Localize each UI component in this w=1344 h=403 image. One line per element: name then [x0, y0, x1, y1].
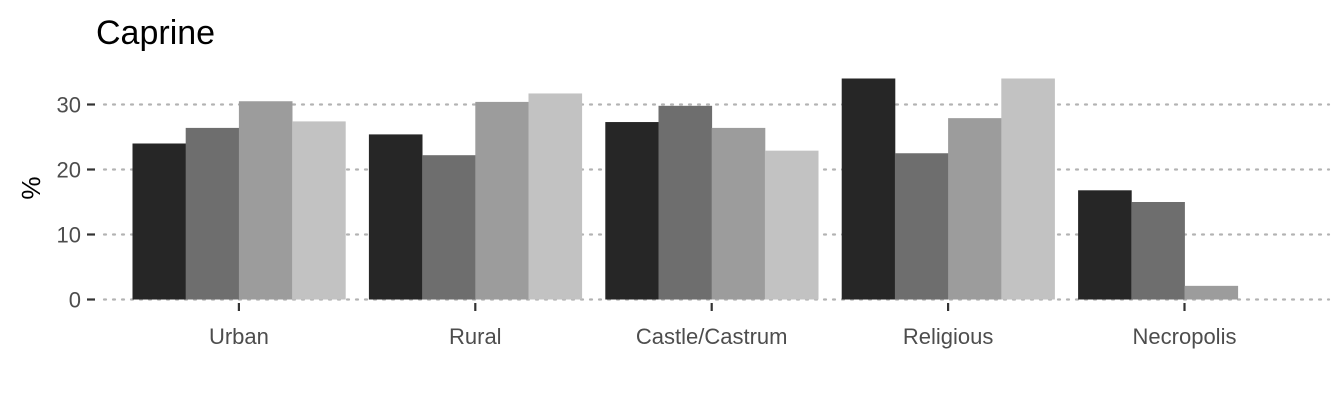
bar-4-0	[1078, 190, 1132, 300]
bar-0-3	[292, 121, 346, 300]
y-tick-label: 30	[57, 93, 81, 118]
x-tick-label: Urban	[209, 324, 269, 349]
bars	[132, 78, 1239, 300]
x-tick-label: Necropolis	[1133, 324, 1237, 349]
bar-2-3	[764, 150, 819, 300]
y-tick-label: 0	[69, 288, 81, 313]
bar-0-2	[238, 101, 293, 300]
bar-4-1	[1131, 202, 1185, 300]
bar-1-1	[422, 155, 476, 300]
bar-3-3	[1001, 78, 1055, 300]
bar-1-0	[368, 134, 423, 300]
bar-2-2	[711, 127, 766, 300]
bar-2-0	[605, 122, 659, 300]
y-tick-label: 20	[57, 158, 81, 183]
y-axis-title: %	[16, 176, 46, 199]
bar-3-1	[894, 153, 949, 300]
y-tick-label: 10	[57, 223, 81, 248]
bar-1-3	[528, 93, 583, 300]
bar-0-0	[132, 143, 187, 300]
bar-3-2	[948, 118, 1002, 300]
bar-4-2	[1184, 285, 1239, 300]
bar-3-0	[841, 78, 896, 300]
x-tick-label: Rural	[449, 324, 502, 349]
bar-1-2	[475, 101, 529, 300]
chart-title: Caprine	[96, 14, 215, 52]
x-tick-label: Religious	[903, 324, 994, 349]
bar-2-1	[658, 105, 713, 300]
axes: 0 10 20 30 Urban Rural Castle/Castrum Religious…	[57, 93, 1237, 350]
bar-0-1	[185, 127, 240, 300]
x-tick-label: Castle/Castrum	[636, 324, 788, 349]
